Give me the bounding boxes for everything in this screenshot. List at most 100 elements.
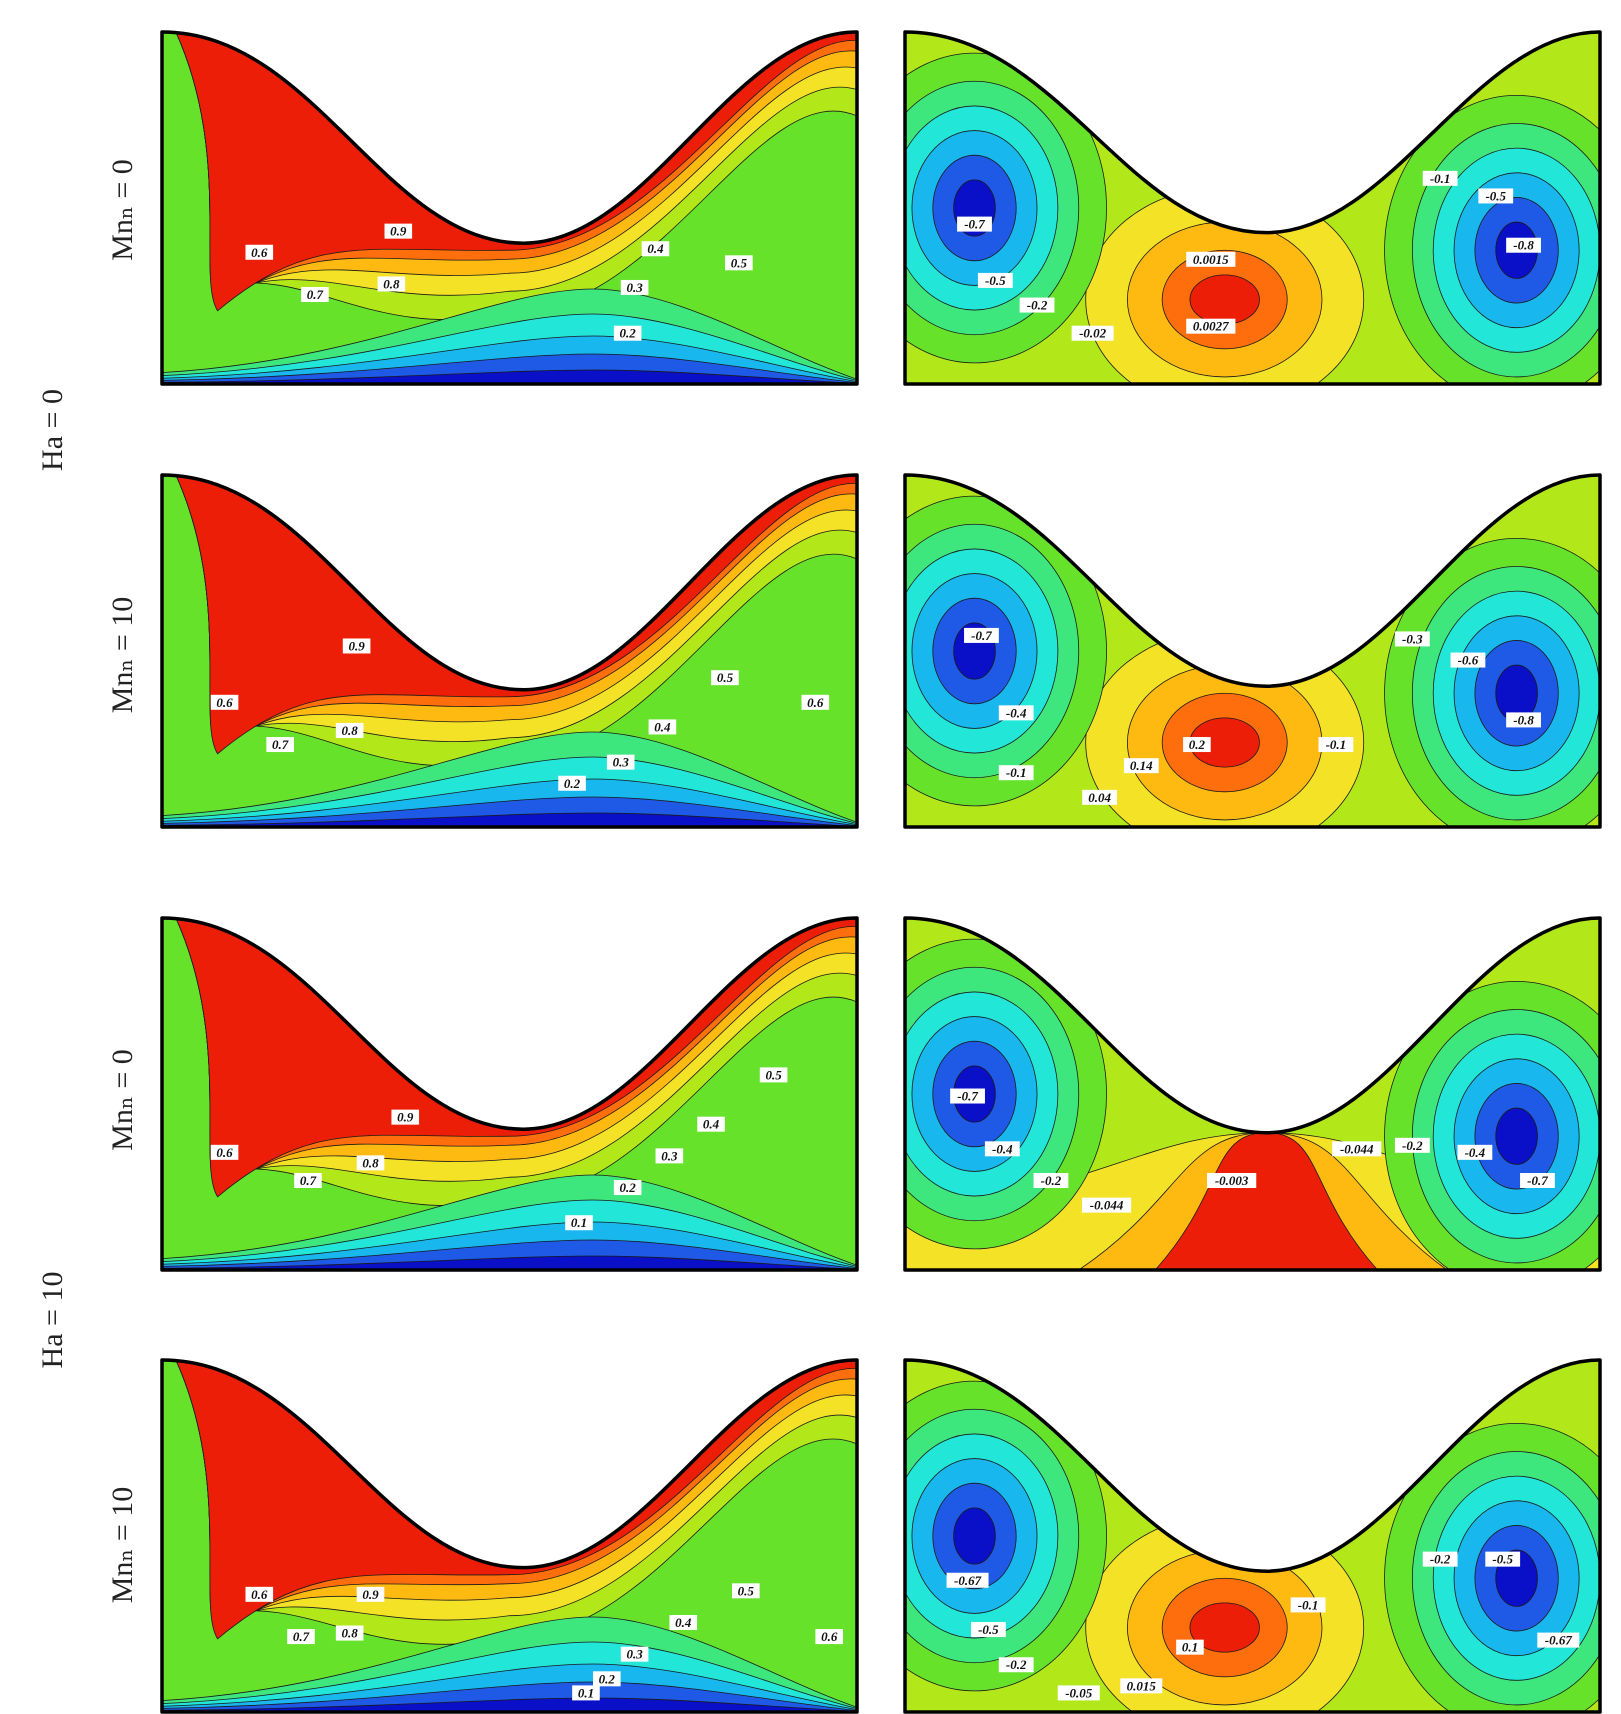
contour-label-bg [815, 1629, 843, 1645]
contour-label: -0.5 [978, 1622, 999, 1637]
contour-label-bg [957, 216, 992, 232]
contour-label-bg [1478, 188, 1514, 204]
cavity-outline [903, 1358, 1602, 1714]
contour-label-bg [606, 754, 635, 770]
contour-label-bg [1183, 737, 1211, 753]
contour-label-bg [998, 1657, 1034, 1673]
contour-label: 0.6 [807, 695, 824, 710]
contour-band [162, 369, 857, 384]
contour-label-bg [1082, 789, 1117, 805]
contour-label: 0.7 [272, 737, 289, 752]
vortex-band [953, 1507, 996, 1565]
contour-label: 0.14 [1130, 758, 1153, 773]
contour-label: 0.1 [1182, 1640, 1198, 1655]
contour-label-bg [1033, 1173, 1069, 1188]
contour-label: -0.5 [985, 273, 1006, 288]
contour-label: 0.6 [216, 1145, 233, 1160]
mnf-label-row2: Mnₙ = 10 [106, 597, 139, 714]
contour-label: 0.7 [300, 1173, 317, 1188]
contour-label: 0.6 [821, 1629, 838, 1644]
contour-field [162, 918, 857, 1270]
contour-label: 0.8 [383, 276, 400, 291]
contour-label-bg [1332, 1141, 1382, 1157]
contour-label: 0.0027 [1193, 319, 1229, 334]
contour-label: 0.3 [626, 280, 643, 295]
contour-label-bg [210, 1144, 239, 1160]
contour-band [1189, 1602, 1260, 1653]
contour-label: -0.2 [1006, 1657, 1027, 1672]
contour-label: -0.2 [1041, 1173, 1062, 1188]
cavity-outline [160, 473, 859, 829]
contour-label-bg [1123, 758, 1159, 774]
contour-label: 0.9 [390, 224, 407, 239]
contour-label: -0.2 [1402, 1138, 1423, 1153]
contour-label: 0.3 [661, 1148, 678, 1163]
contour-label: 0.9 [348, 638, 365, 653]
contour-label-bg [1186, 251, 1236, 267]
contour-label-bg [964, 627, 999, 643]
contour-label: 0.8 [362, 1155, 379, 1170]
cavity-outline [160, 916, 859, 1272]
contour-label-bg [1207, 1173, 1257, 1188]
contour-label-bg [593, 1671, 621, 1687]
contour-label: -0.05 [1065, 1685, 1093, 1700]
contour-label-bg [572, 1685, 600, 1701]
contour-label: 0.6 [251, 1587, 268, 1602]
mnf-label-row3: Mnₙ = 0 [106, 1049, 139, 1151]
contour-label: -0.1 [1298, 1597, 1319, 1612]
contour-label-bg [1537, 1632, 1580, 1648]
panel-ha10-mnf10-isotherms: 0.6 0.9 0.7 0.8 0.5 0.4 0.6 0.3 0.2 0.1 [160, 1358, 859, 1714]
contour-label: -0.7 [971, 628, 992, 643]
contour-label: 0.4 [675, 1615, 692, 1630]
contour-label-bg [950, 1088, 985, 1104]
contour-label-bg [245, 244, 274, 260]
contour-label-bg [725, 255, 753, 271]
contour-label-bg [1071, 325, 1114, 341]
contour-label: 0.7 [307, 287, 324, 302]
contour-label: -0.1 [1006, 765, 1027, 780]
contour-label-bg [1506, 712, 1541, 728]
mnf-label-row1: Mnₙ = 0 [106, 159, 139, 261]
contour-label: 0.5 [731, 255, 748, 270]
contour-label: 0.9 [362, 1587, 379, 1602]
contour-band [162, 812, 857, 827]
contour-label: -0.4 [1465, 1145, 1486, 1160]
contour-label-bg [1506, 237, 1541, 253]
contour-label: 0.2 [564, 776, 581, 791]
contour-label-bg [613, 1180, 642, 1196]
contour-band [1189, 274, 1260, 325]
contour-label-bg [335, 722, 364, 738]
contour-label-bg [1485, 1551, 1521, 1567]
contour-label-bg [655, 1148, 684, 1164]
cavity-outline [160, 30, 859, 386]
contour-label-bg [669, 1615, 698, 1630]
contour-label-bg [1176, 1639, 1204, 1655]
contour-field [905, 475, 1600, 827]
panel-ha10-mnf0-streamlines: -0.7 -0.4 -0.2 -0.044 -0.003 -0.044 -0.2 -0.4 -0… [903, 916, 1602, 1272]
contour-label: 0.2 [620, 326, 637, 341]
contour-label-bg [266, 737, 294, 753]
contour-label: -0.044 [1340, 1141, 1374, 1156]
panel-ha0-mnf10-isotherms: 0.9 0.6 0.8 0.7 0.5 0.4 0.6 0.3 0.2 [160, 473, 859, 829]
contour-label-bg [391, 1109, 420, 1125]
contour-label-bg [998, 765, 1034, 781]
contour-label: -0.67 [954, 1573, 982, 1588]
contour-label-bg [377, 276, 406, 292]
contour-label: 0.6 [216, 695, 233, 710]
contour-label-bg [1520, 1173, 1555, 1188]
contour-label: -0.02 [1079, 326, 1107, 341]
contour-label: 0.6 [251, 245, 268, 260]
contour-label-bg [245, 1586, 274, 1602]
contour-label-bg [697, 1116, 725, 1132]
contour-label: 0.5 [717, 670, 734, 685]
contour-label-bg [1318, 737, 1354, 753]
contour-label: 0.3 [626, 1647, 643, 1662]
contour-label: 0.2 [620, 1180, 637, 1195]
contour-label: -0.2 [1430, 1552, 1451, 1567]
contour-label-bg [641, 241, 670, 257]
contour-label: 0.1 [578, 1685, 594, 1700]
contour-label-bg [732, 1583, 760, 1599]
contour-label-bg [558, 775, 586, 791]
contour-label: 0.3 [613, 755, 630, 770]
